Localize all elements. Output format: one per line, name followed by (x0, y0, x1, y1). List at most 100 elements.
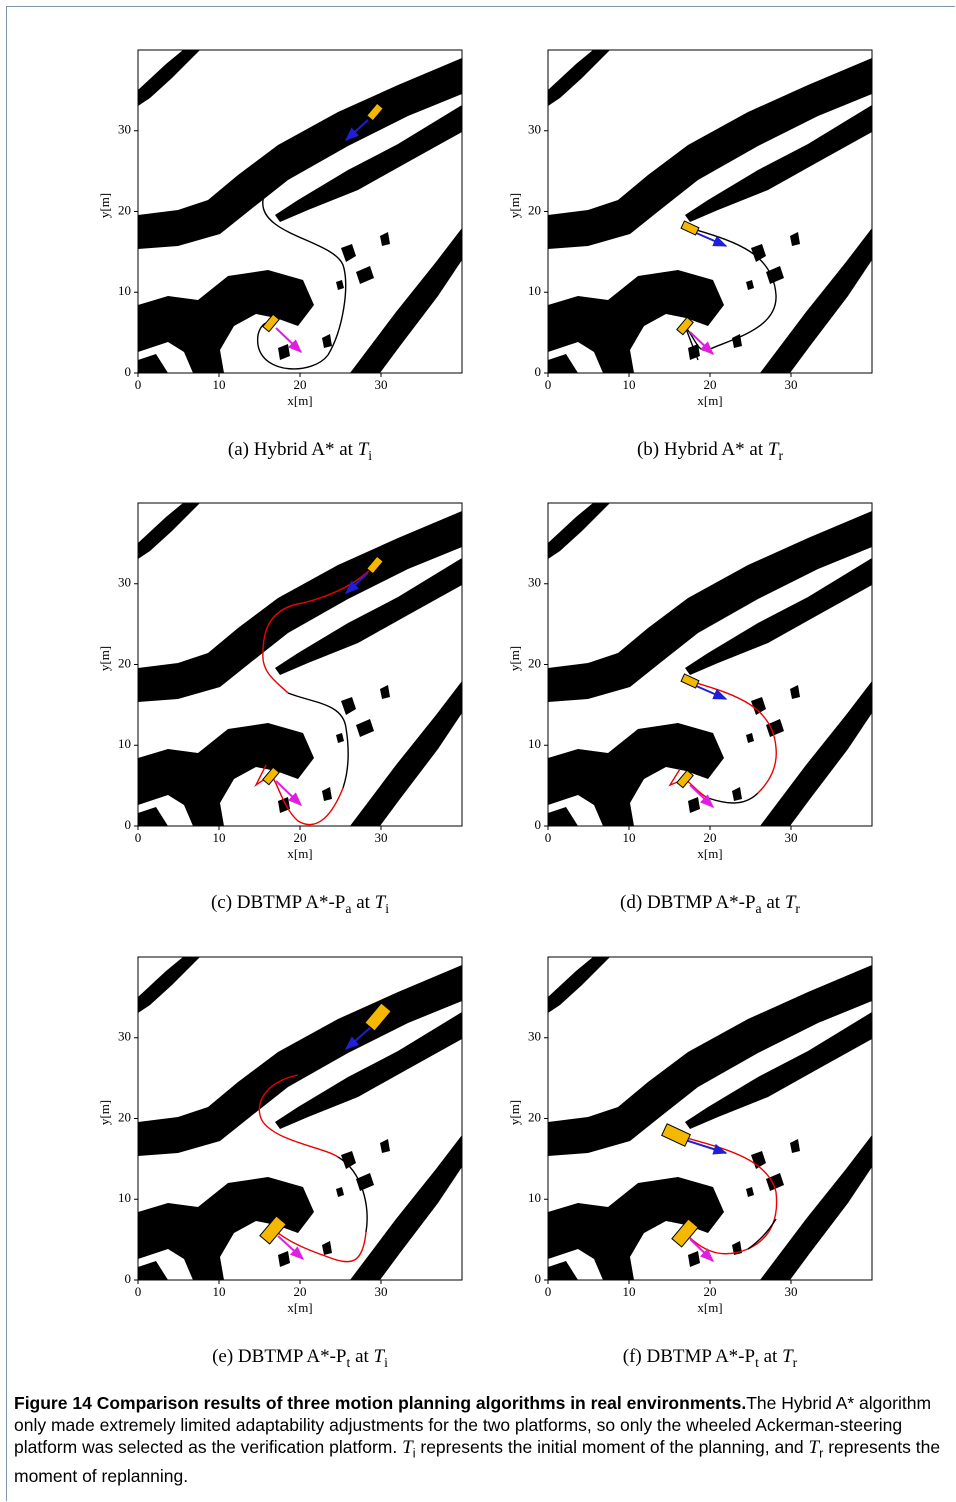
definition: represents the initial moment of the pla… (420, 1437, 803, 1457)
x-tick-label: 20 (704, 830, 717, 845)
y-tick-label: 10 (528, 1190, 541, 1205)
panel-caption: (f) DBTMP A*-Pt at Tr (530, 1346, 890, 1371)
x-axis-label: x[m] (697, 1300, 722, 1315)
method: DBTMP A*-P (237, 892, 346, 913)
panel-caption: (d) DBTMP A*-Pa at Tr (530, 892, 890, 917)
symbol: T (375, 892, 386, 913)
x-axis-label: x[m] (697, 846, 722, 861)
occupancy-map (138, 50, 462, 373)
occupancy-map (138, 957, 462, 1280)
symbol-subscript: r (778, 448, 783, 463)
panel-caption: (e) DBTMP A*-Pt at Ti (120, 1346, 480, 1371)
x-tick-label: 20 (294, 377, 307, 392)
x-tick-label: 20 (704, 377, 717, 392)
vehicle (681, 221, 699, 235)
symbol-subscript: r (793, 1355, 798, 1370)
symbol-subscript: r (795, 901, 800, 916)
plot: 01020300102030x[m]y[m] (97, 503, 462, 861)
method: DBTMP A*-P (646, 1346, 755, 1367)
connector: at (764, 1346, 778, 1367)
heading-arrow (682, 1139, 726, 1153)
trajectory (748, 1219, 776, 1249)
subscript: r (819, 1447, 823, 1461)
panel-label: (b) (637, 439, 659, 460)
panel-label: (d) (620, 892, 642, 913)
y-axis-label: y[m] (97, 646, 112, 671)
plot-area (138, 503, 462, 826)
y-tick-label: 30 (118, 575, 131, 590)
method-subscript: a (345, 901, 351, 916)
occupancy-map (548, 957, 872, 1280)
x-tick-label: 0 (545, 1284, 552, 1299)
panel-caption: (a) Hybrid A* at Ti (120, 439, 480, 464)
connector: at (355, 1346, 369, 1367)
panel-label: (a) (228, 439, 249, 460)
y-tick-label: 30 (118, 1029, 131, 1044)
y-tick-label: 30 (118, 122, 131, 137)
x-tick-label: 30 (375, 830, 388, 845)
figure-title: Comparison results of three motion plann… (97, 1393, 747, 1413)
y-tick-label: 20 (528, 202, 541, 217)
y-axis-label: y[m] (507, 646, 522, 671)
y-tick-label: 30 (528, 122, 541, 137)
y-axis-label: y[m] (97, 1100, 112, 1125)
y-tick-label: 0 (535, 1271, 542, 1286)
symbol: T (358, 439, 369, 460)
y-tick-label: 20 (118, 202, 131, 217)
x-tick-label: 0 (135, 1284, 142, 1299)
plot: 01020300102030x[m]y[m] (507, 957, 872, 1315)
figure-caption: Figure 14 Comparison results of three mo… (14, 1392, 944, 1487)
x-tick-label: 20 (294, 830, 307, 845)
symbol: T (374, 1346, 385, 1367)
panel-caption: (c) DBTMP A*-Pa at Ti (120, 892, 480, 917)
connector: at (339, 439, 353, 460)
method: DBTMP A*-P (238, 1346, 347, 1367)
method: DBTMP A*-P (647, 892, 756, 913)
x-axis-label: x[m] (697, 393, 722, 408)
symbol-subscript: i (385, 901, 389, 916)
subscript: i (413, 1447, 416, 1461)
method-subscript: t (347, 1355, 351, 1370)
plot-area (548, 503, 872, 826)
x-tick-label: 30 (785, 1284, 798, 1299)
y-axis-label: y[m] (507, 1100, 522, 1125)
x-tick-label: 20 (704, 1284, 717, 1299)
connector: at (356, 892, 370, 913)
x-tick-label: 10 (623, 377, 636, 392)
panel-caption: (b) Hybrid A* at Tr (530, 439, 890, 464)
method-subscript: a (756, 901, 762, 916)
x-axis-label: x[m] (287, 393, 312, 408)
panel-label: (c) (211, 892, 232, 913)
y-tick-label: 20 (528, 655, 541, 670)
y-tick-label: 30 (528, 1029, 541, 1044)
plot-area (548, 50, 872, 373)
occupancy-map (548, 50, 872, 373)
symbol: T (785, 892, 796, 913)
y-tick-label: 10 (118, 1190, 131, 1205)
occupancy-map (548, 503, 872, 826)
x-axis-label: x[m] (287, 846, 312, 861)
figure-panels: 0 10 20 30 0 10 20 30 x[m] y[m] 0 10 20 30 0 10 20 30 x[m]… (0, 0, 956, 1380)
y-tick-label: 20 (118, 655, 131, 670)
x-tick-label: 0 (135, 830, 142, 845)
x-tick-label: 30 (375, 377, 388, 392)
symbol: T (768, 439, 779, 460)
y-tick-label: 0 (125, 364, 132, 379)
symbol: T (782, 1346, 793, 1367)
panel-label: (e) (212, 1346, 233, 1367)
y-tick-label: 10 (118, 736, 131, 751)
x-tick-label: 10 (623, 1284, 636, 1299)
plot-area (138, 957, 462, 1280)
x-tick-label: 0 (545, 830, 552, 845)
x-tick-label: 0 (135, 377, 142, 392)
occupancy-map (138, 503, 462, 826)
y-tick-label: 0 (125, 1271, 132, 1286)
plot-area (548, 957, 872, 1280)
symbol: T (402, 1437, 413, 1458)
y-axis-label: y[m] (507, 193, 522, 218)
x-tick-label: 30 (785, 377, 798, 392)
method-subscript: t (755, 1355, 759, 1370)
